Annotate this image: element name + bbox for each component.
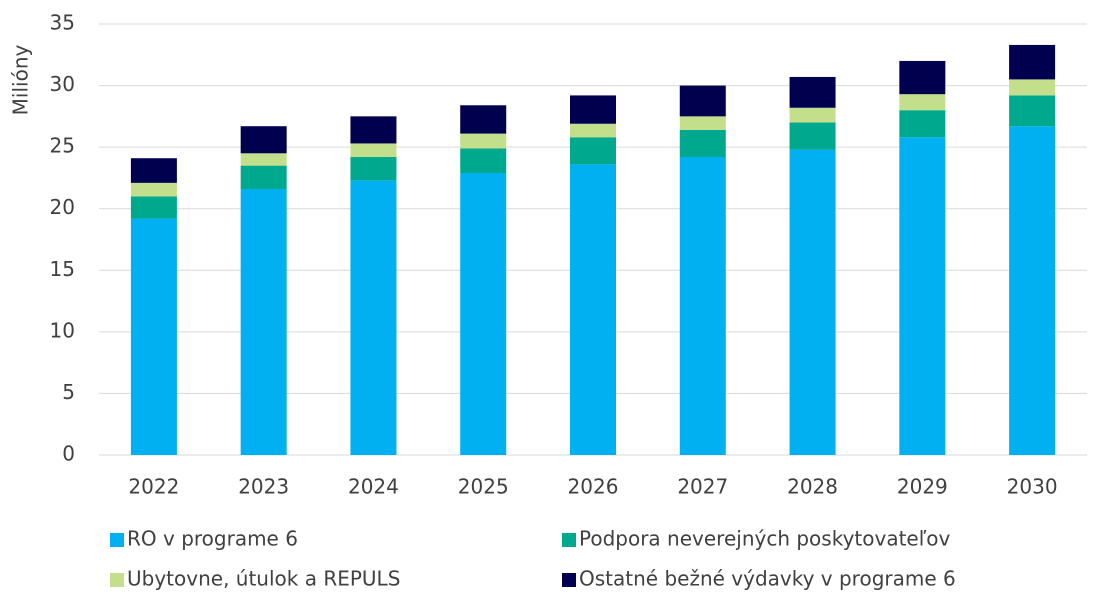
bar-segment (570, 164, 616, 455)
bar-segment (679, 129, 726, 157)
bar-segment (460, 148, 507, 174)
bar-segment (789, 149, 836, 455)
bar-segment (350, 116, 397, 144)
legend-swatch (110, 533, 124, 547)
bar-segment (130, 158, 177, 183)
bar-segment (240, 153, 287, 166)
bar-segment (130, 182, 177, 197)
bar-segment (460, 105, 507, 134)
legend-label: Ostatné bežné výdavky v programe 6 (579, 567, 956, 591)
y-axis-label: Milióny (9, 45, 33, 116)
bar-segment (240, 126, 287, 154)
bar-segment (130, 218, 177, 455)
bar-segment (899, 60, 946, 95)
y-tick-label: 5 (62, 380, 75, 404)
bar-segment (1009, 79, 1056, 96)
bar-segment (789, 76, 836, 108)
bar-segment (1009, 44, 1056, 80)
bar-segment (679, 85, 726, 117)
y-tick-label: 20 (50, 195, 75, 219)
x-tick-label: 2030 (1007, 475, 1058, 499)
x-tick-label: 2027 (677, 475, 728, 499)
bar-segment (240, 165, 287, 190)
bar-segment (1009, 126, 1056, 456)
bar-segment (460, 133, 507, 149)
y-tick-label: 15 (50, 257, 75, 281)
bar-segment (570, 137, 616, 165)
bar-segment (130, 196, 177, 219)
y-tick-label: 0 (62, 442, 75, 466)
bar-segment (350, 143, 397, 157)
bar-segment (679, 116, 726, 130)
bar-segment (899, 110, 946, 138)
x-tick-label: 2023 (238, 475, 289, 499)
x-tick-label: 2025 (458, 475, 509, 499)
bar-segment (789, 122, 836, 150)
y-tick-label: 10 (50, 318, 75, 342)
x-tick-label: 2022 (128, 475, 179, 499)
bar-segment (1009, 95, 1056, 127)
bar-segment (789, 107, 836, 123)
bar-segment (350, 180, 397, 456)
bar-segment (570, 123, 616, 138)
legend-label: RO v programe 6 (127, 527, 298, 551)
bar-segment (240, 189, 287, 456)
x-tick-label: 2028 (787, 475, 838, 499)
legend-swatch (562, 533, 576, 547)
legend-label: Podpora neverejných poskytovateľov (579, 527, 950, 551)
bar-segment (899, 94, 946, 111)
x-tick-label: 2029 (897, 475, 948, 499)
bar-segment (350, 156, 397, 181)
bar-segment (679, 156, 726, 455)
legend-swatch (562, 573, 576, 587)
legend-swatch (110, 573, 124, 587)
x-tick-label: 2026 (568, 475, 619, 499)
legend-label: Ubytovne, útulok a REPULS (127, 567, 400, 591)
bar-segment (899, 137, 946, 455)
bar-segment (570, 95, 616, 124)
x-tick-label: 2024 (348, 475, 399, 499)
y-tick-label: 30 (50, 72, 75, 96)
y-tick-label: 35 (50, 11, 75, 35)
y-tick-label: 25 (50, 134, 75, 158)
bar-segment (460, 173, 507, 455)
